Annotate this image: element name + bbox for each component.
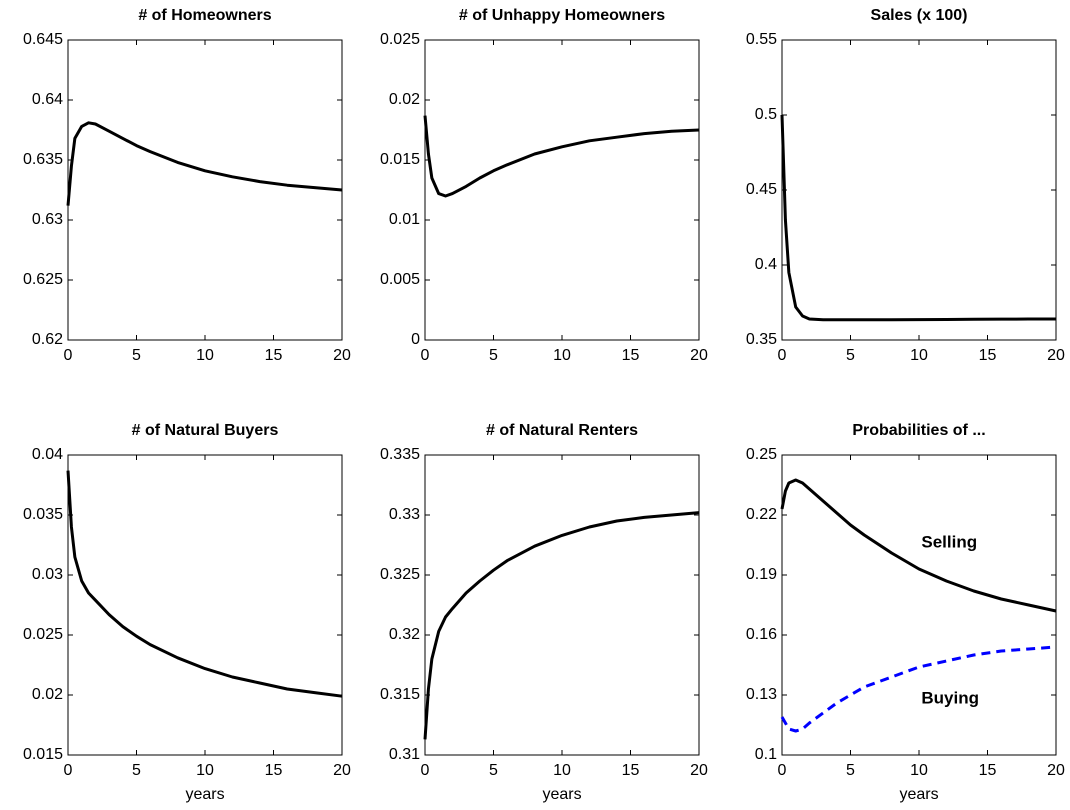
y-tick-label: 0.015 — [23, 746, 63, 763]
line — [66, 470, 343, 698]
x-tick-label: 5 — [489, 762, 498, 779]
y-tick-label: 0.16 — [746, 626, 777, 643]
y-tick-label: 0.5 — [755, 106, 777, 123]
x-tick-label: 10 — [196, 762, 214, 779]
y-tick-label: 0.035 — [23, 506, 63, 523]
y-tick-label: 0 — [411, 331, 420, 348]
chart-title: Sales (x 100) — [871, 7, 968, 24]
x-tick-label: 5 — [489, 347, 498, 364]
y-tick-label: 0.64 — [32, 91, 63, 108]
y-tick-label: 0.4 — [755, 256, 777, 273]
x-tick-label: 15 — [265, 347, 283, 364]
y-tick-label: 0.02 — [32, 686, 63, 703]
x-tick-label: 20 — [333, 347, 351, 364]
y-tick-label: 0.31 — [389, 746, 420, 763]
y-tick-label: 0.22 — [746, 506, 777, 523]
y-tick-label: 0.19 — [746, 566, 777, 583]
y-tick-label: 0.625 — [23, 271, 63, 288]
x-tick-label: 5 — [132, 347, 141, 364]
y-tick-label: 0.02 — [389, 91, 420, 108]
y-tick-label: 0.025 — [380, 31, 420, 48]
y-tick-label: 0.13 — [746, 686, 777, 703]
y-tick-label: 0.45 — [746, 181, 777, 198]
series-label: Selling — [921, 532, 977, 551]
chart-title: Probabilities of ... — [852, 422, 985, 439]
x-tick-label: 20 — [333, 762, 351, 779]
y-tick-label: 0.645 — [23, 31, 63, 48]
x-axis-label: years — [185, 786, 224, 803]
plot-area — [67, 454, 343, 756]
x-tick-label: 5 — [846, 762, 855, 779]
y-tick-label: 0.1 — [755, 746, 777, 763]
x-tick-label: 15 — [265, 762, 283, 779]
series-label: Buying — [921, 688, 979, 707]
plot-area — [781, 39, 1057, 341]
y-tick-label: 0.325 — [380, 566, 420, 583]
x-tick-label: 0 — [64, 347, 73, 364]
line — [423, 511, 700, 740]
x-tick-label: 20 — [1047, 347, 1065, 364]
x-axis-label: years — [899, 786, 938, 803]
y-tick-label: 0.315 — [380, 686, 420, 703]
y-tick-label: 0.63 — [32, 211, 63, 228]
x-tick-label: 15 — [979, 762, 997, 779]
x-tick-label: 10 — [910, 347, 928, 364]
y-tick-label: 0.33 — [389, 506, 420, 523]
x-tick-label: 0 — [421, 347, 430, 364]
chart-title: # of Natural Buyers — [132, 422, 279, 439]
y-tick-label: 0.55 — [746, 31, 777, 48]
y-tick-label: 0.35 — [746, 331, 777, 348]
x-tick-label: 15 — [622, 762, 640, 779]
y-tick-label: 0.025 — [23, 626, 63, 643]
x-tick-label: 0 — [778, 347, 787, 364]
line — [423, 115, 700, 198]
line — [780, 114, 1056, 322]
x-tick-label: 0 — [64, 762, 73, 779]
line — [66, 121, 343, 206]
x-tick-label: 20 — [690, 762, 708, 779]
plot-area — [424, 39, 700, 341]
chart-title: # of Unhappy Homeowners — [459, 7, 665, 24]
x-tick-label: 15 — [622, 347, 640, 364]
y-tick-label: 0.635 — [23, 151, 63, 168]
line — [780, 478, 1057, 613]
x-tick-label: 5 — [132, 762, 141, 779]
x-tick-label: 5 — [846, 347, 855, 364]
x-axis-label: years — [542, 786, 581, 803]
x-tick-label: 20 — [690, 347, 708, 364]
x-tick-label: 10 — [910, 762, 928, 779]
y-tick-label: 0.03 — [32, 566, 63, 583]
y-tick-label: 0.04 — [32, 446, 63, 463]
x-tick-label: 20 — [1047, 762, 1065, 779]
x-tick-label: 10 — [196, 347, 214, 364]
y-tick-label: 0.25 — [746, 446, 777, 463]
y-tick-label: 0.32 — [389, 626, 420, 643]
y-tick-label: 0.005 — [380, 271, 420, 288]
x-tick-label: 0 — [778, 762, 787, 779]
x-tick-label: 10 — [553, 762, 571, 779]
y-tick-label: 0.01 — [389, 211, 420, 228]
chart-title: # of Homeowners — [138, 7, 271, 24]
x-tick-label: 0 — [421, 762, 430, 779]
x-tick-label: 15 — [979, 347, 997, 364]
y-tick-label: 0.335 — [380, 446, 420, 463]
plot-area — [424, 454, 700, 756]
x-tick-label: 10 — [553, 347, 571, 364]
y-tick-label: 0.015 — [380, 151, 420, 168]
chart-title: # of Natural Renters — [486, 422, 638, 439]
plot-area — [67, 39, 343, 341]
y-tick-label: 0.62 — [32, 331, 63, 348]
line — [780, 645, 1057, 733]
